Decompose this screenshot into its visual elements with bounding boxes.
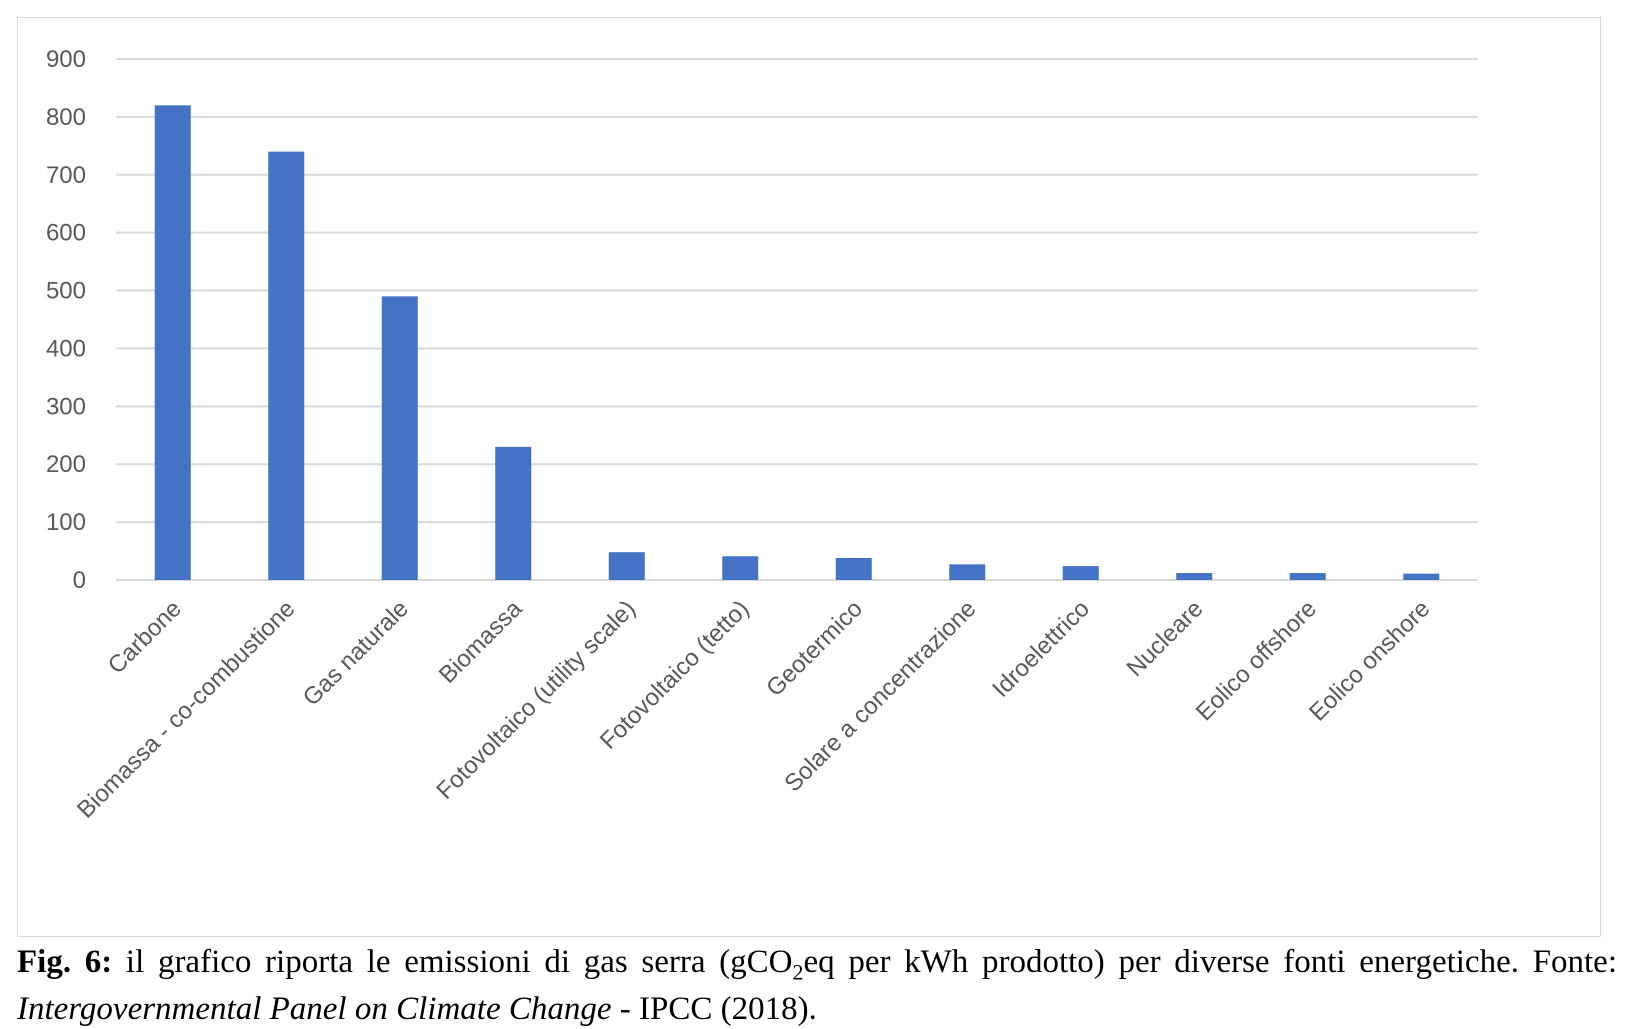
x-tick-label: Carbone [103, 595, 187, 679]
caption-text: il grafico riporta le emissioni di gas s… [112, 944, 793, 980]
y-tick-label: 200 [46, 451, 86, 478]
bar [268, 151, 305, 580]
bar [722, 556, 759, 580]
y-tick-label: 500 [46, 278, 86, 305]
x-tick-label: Biomassa - co-combustione [72, 595, 300, 823]
y-tick-label: 900 [46, 46, 86, 73]
bar [154, 105, 191, 581]
bar [835, 558, 872, 580]
y-tick-label: 300 [46, 393, 86, 420]
bar [1062, 566, 1099, 580]
y-tick-label: 100 [46, 509, 86, 536]
x-tick-label: Biomassa [434, 595, 528, 689]
bar [1289, 573, 1326, 580]
caption-text-2: eq per kWh prodotto) per diverse fonti e… [803, 944, 1617, 980]
y-tick-label: 700 [46, 162, 86, 189]
gridlines [116, 58, 1478, 581]
x-tick-label: Eolico offshore [1191, 595, 1322, 726]
x-tick-label: Nucleare [1121, 595, 1208, 682]
y-tick-label: 600 [46, 220, 86, 247]
y-axis-ticks: 0 100 200 300 400 500 600 700 800 900 [46, 46, 86, 594]
x-tick-label: Eolico onshore [1304, 595, 1435, 726]
x-tick-label: Fotovoltaico (utility scale) [431, 595, 641, 805]
caption-source: Intergovernmental Panel on Climate Chang… [17, 990, 612, 1027]
x-tick-label: Solare a concentrazione [779, 595, 981, 797]
x-tick-label: Geotermico [761, 595, 868, 702]
figure-caption: Fig. 6: il grafico riporta le emissioni … [17, 944, 1617, 1028]
chart-frame: 0 100 200 300 400 500 600 700 800 900 Carbone Biom… [17, 17, 1601, 937]
bar [608, 552, 645, 580]
caption-label: Fig. 6: [17, 944, 113, 980]
bar [1403, 573, 1440, 580]
bar [381, 296, 418, 580]
x-tick-label: Gas naturale [298, 595, 414, 711]
bars [154, 105, 1440, 581]
x-tick-label: Idroelettrico [987, 595, 1095, 703]
y-tick-label: 800 [46, 104, 86, 131]
bar [495, 446, 532, 580]
y-tick-label: 400 [46, 335, 86, 362]
bar [1176, 573, 1213, 580]
y-tick-label: 0 [73, 567, 86, 594]
caption-source-rest: - IPCC (2018). [611, 990, 817, 1027]
bar [949, 564, 986, 580]
caption-subscript: 2 [792, 959, 804, 985]
